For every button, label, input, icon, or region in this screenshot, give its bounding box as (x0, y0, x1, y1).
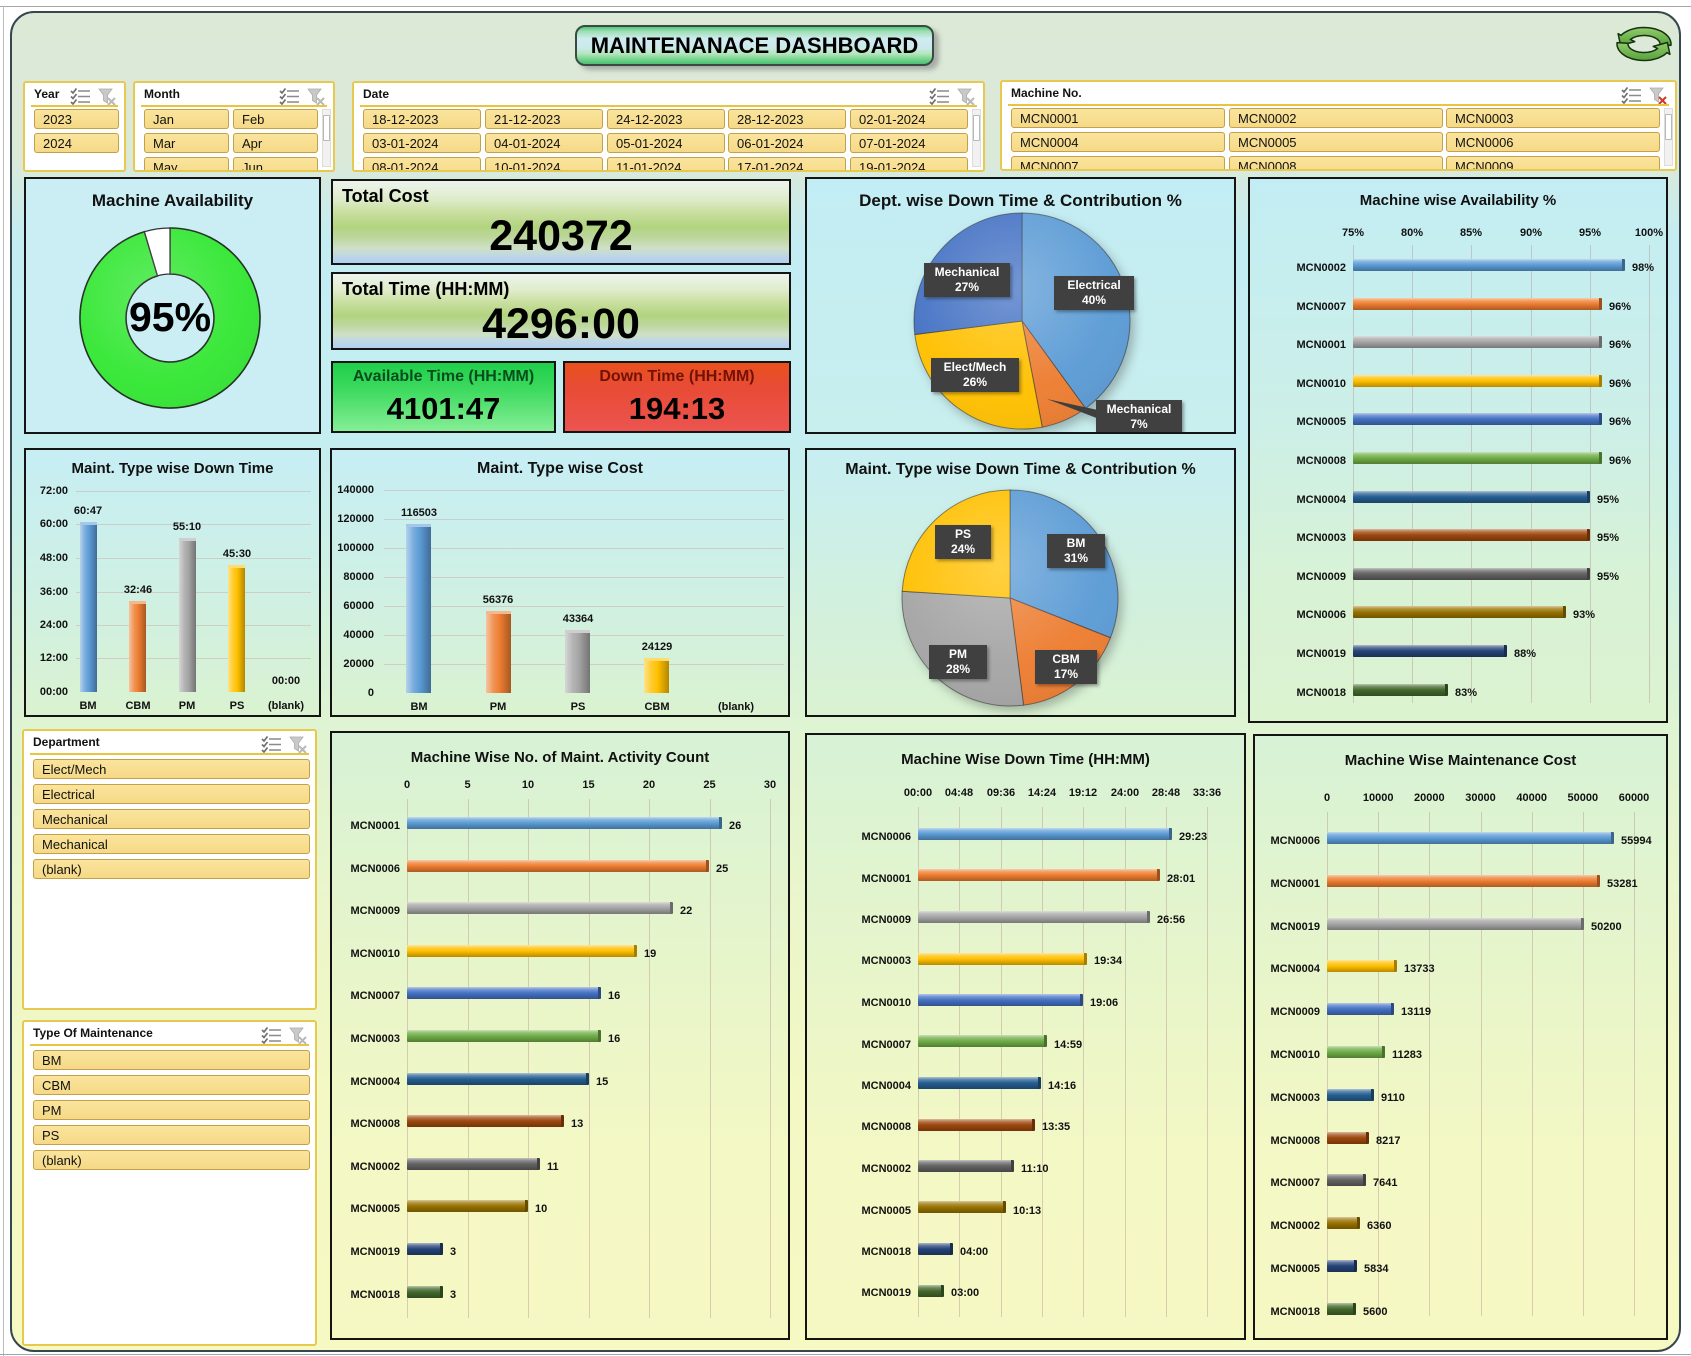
svg-text:95%: 95% (129, 294, 211, 340)
